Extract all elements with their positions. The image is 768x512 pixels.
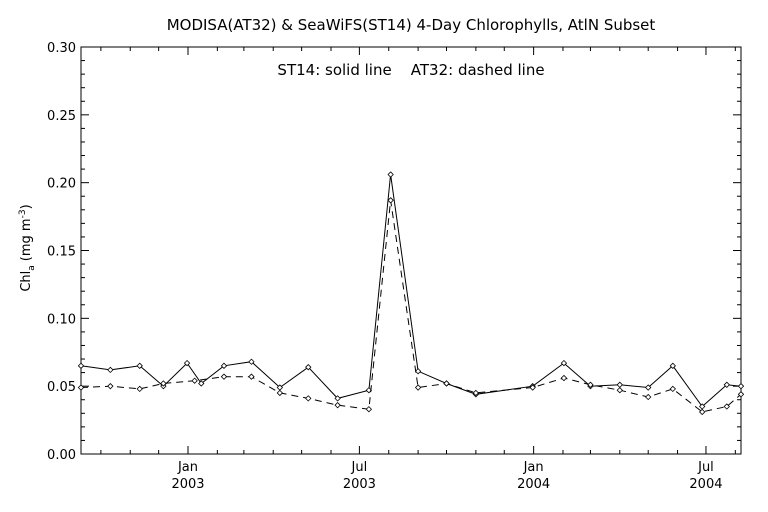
- data-point-st14: [220, 362, 228, 369]
- data-point-st14: [560, 359, 568, 367]
- series-line-at32: [80, 200, 742, 413]
- data-point-st14: [616, 381, 623, 388]
- x-tick-label-year: 2003: [343, 477, 376, 492]
- data-point-at32: [529, 384, 536, 391]
- series-layer: [77, 171, 745, 416]
- data-point-st14: [248, 358, 255, 365]
- data-point-at32: [669, 385, 676, 393]
- plot-frame: [80, 46, 742, 455]
- data-point-st14: [305, 364, 312, 371]
- x-tick-label-year: 2004: [517, 477, 550, 492]
- y-tick-label: 0.30: [47, 41, 76, 56]
- data-point-at32: [334, 401, 341, 409]
- data-point-at32: [616, 387, 623, 394]
- y-axis-label-close: ): [19, 204, 34, 209]
- y-tick-label: 0.10: [47, 312, 76, 327]
- data-point-st14: [414, 368, 422, 375]
- x-tick-label-month: Jan: [177, 460, 198, 475]
- y-axis-label-unit: (mg m: [19, 218, 34, 261]
- y-axis-label-main: Chl: [19, 271, 34, 292]
- y-tick-label: 0.00: [47, 448, 76, 463]
- data-point-st14: [198, 380, 205, 387]
- data-point-st14: [387, 171, 394, 178]
- y-tick-label: 0.20: [47, 177, 76, 192]
- data-point-at32: [737, 391, 745, 398]
- data-point-at32: [248, 373, 255, 380]
- chart-title: MODISA(AT32) & SeaWiFS(ST14) 4-Day Chlor…: [167, 16, 656, 34]
- data-point-st14: [645, 384, 652, 391]
- data-point-at32: [107, 383, 114, 390]
- data-point-at32: [472, 389, 480, 397]
- y-tick-label: 0.05: [47, 380, 76, 395]
- data-point-at32: [276, 389, 284, 397]
- data-point-at32: [723, 403, 730, 410]
- data-point-at32: [191, 377, 198, 384]
- data-point-at32: [699, 408, 706, 416]
- data-point-at32: [77, 384, 85, 391]
- y-axis-label: Chla (mg m-3): [18, 204, 37, 291]
- y-axis-label-subscript: a: [27, 265, 37, 271]
- y-axis: 0.00 0.05 0.10 0.15 0.20 0.25 0.30: [47, 41, 741, 463]
- y-tick-label: 0.25: [47, 109, 76, 124]
- data-point-at32: [560, 374, 568, 382]
- data-point-st14: [77, 362, 85, 369]
- data-point-at32: [220, 373, 228, 380]
- x-tick-label-month: Jul: [351, 460, 368, 475]
- x-axis: Jan 2003 Jul 2003 Jan 2004 Jul 2004: [100, 47, 736, 492]
- x-tick-label-month: Jan: [523, 460, 544, 475]
- data-point-st14: [669, 362, 676, 369]
- data-point-st14: [107, 366, 114, 374]
- data-point-st14: [183, 359, 191, 367]
- data-point-at32: [443, 380, 450, 387]
- y-axis-label-superscript: -3: [18, 209, 28, 218]
- data-point-st14: [334, 395, 341, 402]
- data-point-at32: [387, 197, 394, 204]
- data-point-at32: [645, 393, 652, 401]
- data-point-at32: [365, 406, 373, 413]
- data-point-st14: [737, 383, 745, 390]
- x-tick-label-year: 2003: [171, 477, 204, 492]
- data-point-at32: [160, 380, 167, 387]
- x-tick-label-year: 2004: [689, 477, 722, 492]
- x-tick-label-month: Jul: [697, 460, 714, 475]
- y-tick-label: 0.15: [47, 245, 76, 260]
- data-point-at32: [136, 385, 143, 393]
- line-style-annotation: ST14: solid line AT32: dashed line: [277, 61, 544, 79]
- data-point-st14: [136, 362, 143, 369]
- series-line-st14: [80, 174, 742, 408]
- data-point-st14: [723, 381, 730, 388]
- data-point-at32: [305, 395, 312, 402]
- data-point-at32: [414, 384, 422, 391]
- data-point-at32: [587, 381, 594, 388]
